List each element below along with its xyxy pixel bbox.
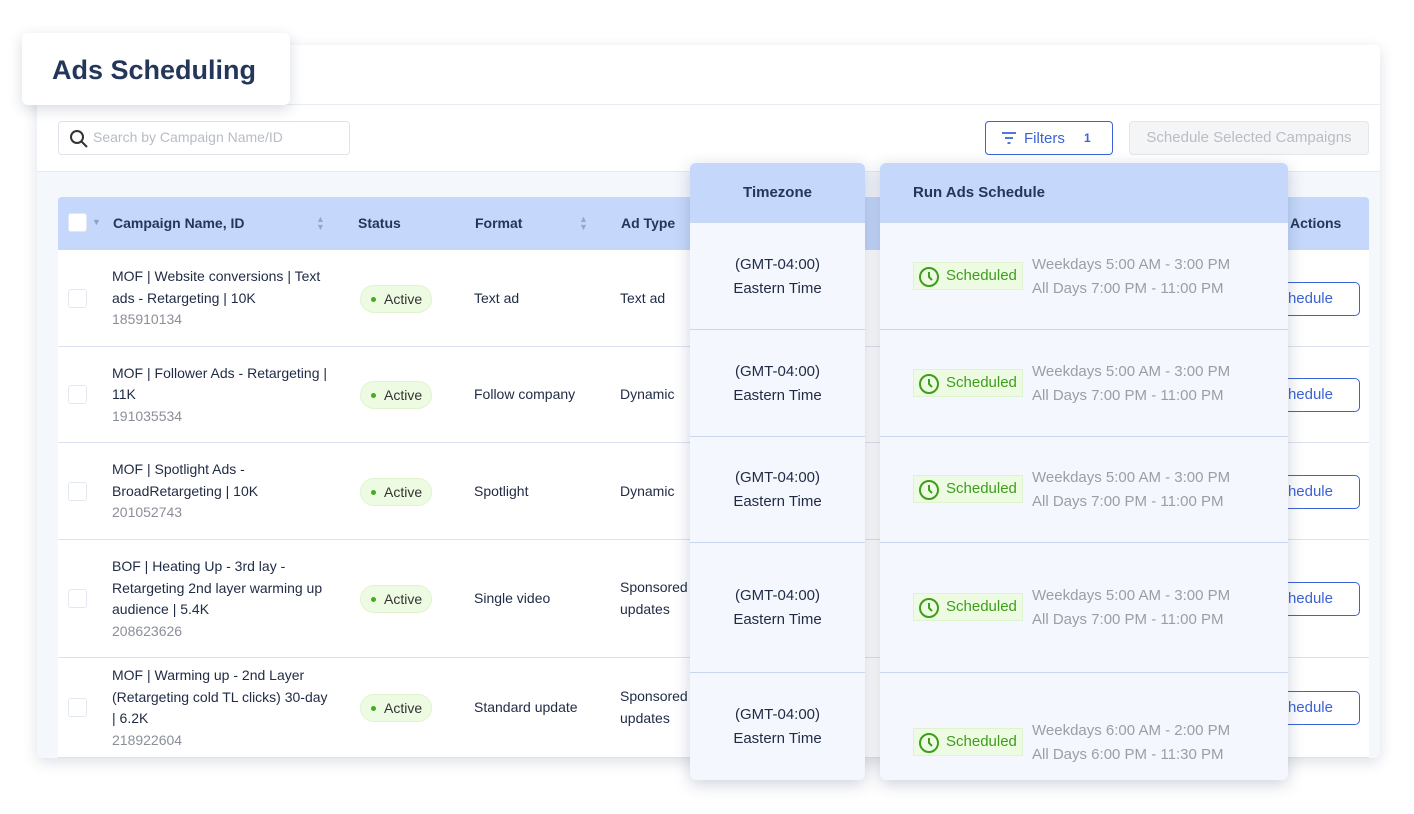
campaign-name: BOF | Heating Up - 3rd lay - Retargeting… (112, 556, 332, 642)
filters-button[interactable]: Filters 1 (985, 121, 1113, 155)
title-card: Ads Scheduling (22, 33, 290, 105)
status-dot-icon (371, 706, 376, 711)
campaign-id: 208623626 (112, 622, 183, 639)
status-badge: Active (360, 381, 432, 409)
timezone-offset: (GMT-04:00) (734, 706, 821, 723)
col-format[interactable]: Format (475, 215, 523, 231)
all-days-times: All Days 7:00 PM - 11:00 PM (1032, 493, 1224, 510)
timezone-offset: (GMT-04:00) (734, 255, 821, 273)
page-title: Ads Scheduling (52, 55, 257, 85)
ad-type-cell: Sponsored updates (620, 688, 688, 726)
col-ad-type: Ad Type (621, 215, 676, 231)
all-days-times: All Days 7:00 PM - 11:00 PM (1032, 386, 1224, 404)
clock-icon (919, 598, 939, 618)
schedule-row: Scheduled Weekdays 5:00 AM - 3:00 PM All … (880, 436, 1288, 542)
timezone-header: Timezone (690, 163, 865, 222)
clock-icon (919, 373, 939, 394)
format-cell: Spotlight (474, 482, 529, 499)
run-schedule-panel: Run Ads Schedule Scheduled Weekdays 5:00… (880, 163, 1288, 780)
status-dot-icon (371, 393, 376, 398)
search-input[interactable] (93, 129, 333, 145)
filters-label: Filters (1024, 130, 1065, 147)
search-icon (70, 130, 88, 148)
row-checkbox[interactable] (68, 589, 87, 608)
col-campaign-name[interactable]: Campaign Name, ID (113, 215, 245, 231)
status-dot-icon (371, 597, 376, 602)
campaign-id: 201052743 (112, 504, 183, 521)
timezone-panel: Timezone (GMT-04:00) Eastern Time (GMT-04:… (690, 163, 865, 780)
timezone-row: (GMT-04:00) Eastern Time (690, 672, 865, 780)
ad-type-cell: Text ad (620, 289, 666, 306)
filters-count: 1 (1084, 131, 1091, 145)
row-checkbox[interactable] (68, 288, 87, 308)
campaign-name: MOF | Warming up - 2nd Layer (Retargetin… (112, 665, 332, 751)
ad-type-cell: Dynamic (620, 386, 675, 402)
ad-type-cell: Sponsored updates (620, 579, 688, 617)
campaign-id: 191035534 (112, 407, 183, 424)
schedule-row: Scheduled Weekdays 5:00 AM - 3:00 PM All … (880, 222, 1288, 329)
all-days-times: All Days 7:00 PM - 11:00 PM (1032, 279, 1224, 297)
weekday-times: Weekdays 5:00 AM - 3:00 PM (1032, 255, 1231, 273)
row-checkbox[interactable] (68, 481, 87, 501)
clock-icon (919, 480, 939, 500)
scheduled-badge[interactable]: Scheduled (913, 475, 1023, 503)
search-box[interactable] (58, 121, 350, 155)
schedule-row: Scheduled Weekdays 6:00 AM - 2:00 PM All … (880, 672, 1288, 780)
status-badge: Active (360, 284, 432, 313)
scheduled-badge[interactable]: Scheduled (913, 728, 1023, 756)
format-cell: Follow company (474, 386, 576, 402)
timezone-name: Eastern Time (733, 611, 822, 628)
select-all-checkbox[interactable] (68, 213, 87, 232)
status-badge: Active (360, 477, 432, 506)
row-checkbox[interactable] (68, 698, 87, 717)
filter-icon (1002, 132, 1016, 144)
col-status: Status (358, 215, 401, 231)
status-badge: Active (360, 585, 432, 613)
all-days-times: All Days 6:00 PM - 11:30 PM (1032, 746, 1224, 763)
weekday-times: Weekdays 5:00 AM - 3:00 PM (1032, 469, 1231, 486)
timezone-row: (GMT-04:00) Eastern Time (690, 542, 865, 672)
status-badge: Active (360, 694, 432, 722)
row-checkbox[interactable] (68, 385, 87, 404)
format-cell: Standard update (474, 699, 578, 715)
campaign-name: MOF | Spotlight Ads - BroadRetargeting |… (112, 459, 332, 524)
sort-icon[interactable]: ▲ ▼ (579, 214, 588, 232)
status-dot-icon (371, 296, 376, 302)
scheduled-badge[interactable]: Scheduled (913, 368, 1023, 397)
format-cell: Text ad (474, 289, 520, 306)
schedule-row: Scheduled Weekdays 5:00 AM - 3:00 PM All … (880, 542, 1288, 672)
timezone-offset: (GMT-04:00) (734, 362, 821, 380)
status-dot-icon (371, 489, 376, 495)
ad-type-cell: Dynamic (620, 482, 675, 499)
timezone-offset: (GMT-04:00) (734, 587, 821, 604)
schedule-row: Scheduled Weekdays 5:00 AM - 3:00 PM All … (880, 329, 1288, 436)
timezone-row: (GMT-04:00) Eastern Time (690, 329, 865, 436)
campaign-name: MOF | Website conversions | Text ads - R… (112, 266, 332, 331)
timezone-row: (GMT-04:00) Eastern Time (690, 222, 865, 329)
timezone-name: Eastern Time (733, 493, 822, 510)
campaign-name: MOF | Follower Ads - Retargeting | 11K 19… (112, 363, 332, 428)
weekday-times: Weekdays 5:00 AM - 3:00 PM (1032, 587, 1231, 604)
all-days-times: All Days 7:00 PM - 11:00 PM (1032, 611, 1224, 628)
clock-icon (919, 266, 939, 287)
timezone-row: (GMT-04:00) Eastern Time (690, 436, 865, 542)
weekday-times: Weekdays 6:00 AM - 2:00 PM (1032, 722, 1231, 739)
campaign-id: 218922604 (112, 731, 183, 748)
clock-icon (919, 733, 939, 753)
timezone-name: Eastern Time (733, 730, 822, 747)
scheduled-badge[interactable]: Scheduled (913, 261, 1023, 290)
campaign-id: 185910134 (112, 311, 183, 328)
sort-icon[interactable]: ▲ ▼ (316, 214, 325, 232)
timezone-name: Eastern Time (733, 386, 822, 404)
timezone-name: Eastern Time (733, 279, 822, 297)
schedule-selected-button[interactable]: Schedule Selected Campaigns (1129, 121, 1369, 155)
col-actions: Actions (1290, 215, 1342, 231)
format-cell: Single video (474, 590, 551, 606)
scheduled-badge[interactable]: Scheduled (913, 593, 1023, 621)
chevron-down-icon[interactable]: ▼ (92, 217, 101, 227)
timezone-offset: (GMT-04:00) (734, 469, 821, 486)
run-schedule-header: Run Ads Schedule (880, 163, 1288, 222)
weekday-times: Weekdays 5:00 AM - 3:00 PM (1032, 362, 1231, 380)
